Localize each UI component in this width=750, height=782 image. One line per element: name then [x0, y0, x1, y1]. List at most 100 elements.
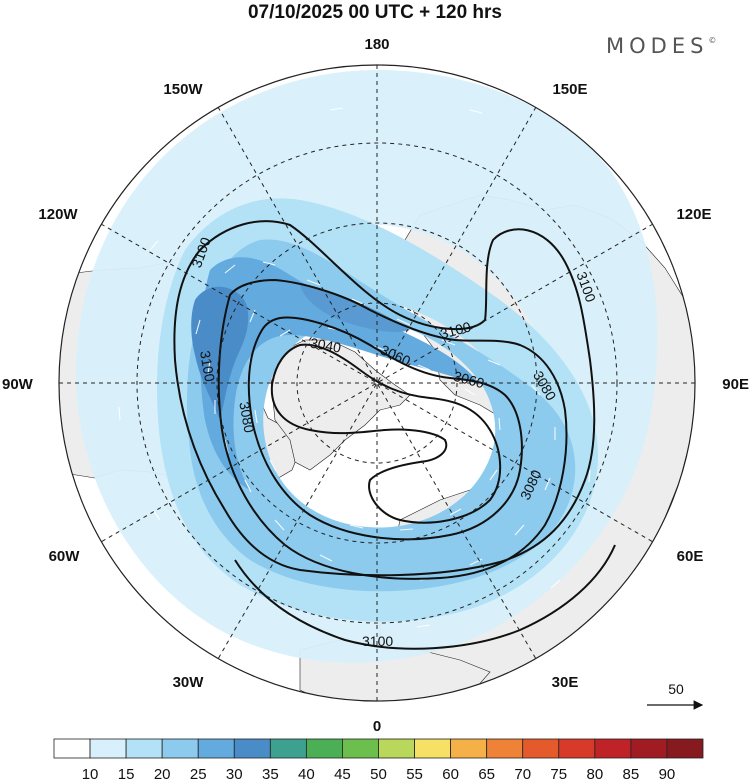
wind-vector: [262, 261, 276, 266]
lon-label-150w: 150W: [163, 81, 203, 98]
colorbar-label: 60: [442, 766, 459, 782]
colorbar-swatch: [378, 738, 415, 759]
wind-vector: [416, 624, 431, 628]
wind-vector: [487, 359, 501, 366]
wind-vector: [274, 519, 285, 531]
meridian-60: [100, 223, 654, 543]
wind-vector: [224, 439, 229, 454]
contour-label: 3100: [438, 318, 472, 342]
contour-label: 3100: [197, 349, 218, 383]
colorbar-label: 10: [82, 766, 99, 782]
lon-label-180: 180: [364, 36, 389, 53]
wind-vector: [118, 406, 121, 421]
contour-3080: [217, 278, 568, 580]
map-title: 07/10/2025 00 UTC + 120 hrs: [247, 2, 503, 23]
graticule: [59, 65, 695, 701]
colorbar-label: 30: [226, 766, 243, 782]
colorbar-swatch: [666, 738, 704, 759]
contour-3100-outer: [173, 220, 596, 577]
reference-vector: 50: [647, 681, 704, 710]
wind-vector: [279, 329, 291, 337]
latitude-circle: [296, 302, 458, 464]
lon-label-60w: 60W: [49, 548, 81, 565]
wind-vector: [498, 417, 501, 431]
colorbar-label: 25: [190, 766, 207, 782]
wind-vector: [372, 345, 386, 351]
colorbar-label: 35: [262, 766, 279, 782]
wind-vector: [299, 499, 311, 509]
colorbar-swatch: [342, 738, 379, 759]
colorbar-label: 90: [659, 766, 676, 782]
wind-vector: [588, 469, 591, 483]
wind-vector: [464, 388, 476, 396]
colorbar-label: 85: [623, 766, 640, 782]
colorbar-swatch: [594, 738, 632, 759]
colorbar-swatch: [630, 738, 668, 759]
lon-label-30e: 30E: [552, 674, 579, 691]
colorbar-swatch: [414, 738, 452, 759]
wind-vector: [469, 109, 483, 114]
colorbar-swatch: [450, 738, 488, 759]
copyright-mark: ©: [708, 36, 717, 45]
colorbar-swatch: [486, 738, 524, 759]
meridian-30: [217, 106, 537, 660]
contour-label: 3100: [362, 633, 393, 649]
colorbar-swatch: [89, 738, 127, 759]
colorbar-swatch: [125, 738, 163, 759]
wind-vector: [550, 579, 561, 589]
colorbar-label: 55: [406, 766, 423, 782]
colorbar-label: 70: [514, 766, 531, 782]
brand-name: MODES: [606, 34, 709, 58]
greenland-land: [269, 339, 411, 471]
colorbar-label: 20: [154, 766, 171, 782]
latitude-circle: [136, 142, 618, 624]
contour-label: 3040: [309, 335, 343, 356]
wind-vector: [544, 477, 551, 491]
wind-vector: [224, 264, 236, 274]
contour-label: 3080: [236, 400, 257, 434]
lon-label-90w: 90W: [2, 376, 34, 393]
wind-band-25: [200, 257, 480, 490]
lon-label-150e: 150E: [552, 81, 587, 98]
contour-3060: [247, 316, 523, 541]
colorbar-swatch: [53, 738, 91, 759]
contour-3040: [270, 343, 502, 524]
wind-vector: [149, 240, 159, 251]
wind-vector: [306, 279, 321, 286]
contour-3100-lower: [234, 544, 616, 650]
wind-vector: [399, 528, 414, 531]
wind-vector: [514, 524, 525, 536]
colorbar-swatch: [558, 738, 596, 759]
lon-label-30w: 30W: [173, 674, 205, 691]
colorbar-swatch: [269, 738, 307, 759]
colorbar: 10 15 20 25 30 35 40 45 50 55 60 65 70 75 80 85 90: [53, 738, 704, 782]
wind-vector: [254, 409, 258, 424]
wind-vector: [441, 339, 456, 346]
meridian-150: [217, 106, 537, 660]
colorbar-swatch: [233, 738, 271, 759]
map-border: [58, 64, 696, 702]
wind-vector: [195, 319, 201, 335]
colorbar-label: 45: [334, 766, 351, 782]
wind-vectors: [118, 107, 591, 628]
wind-vector: [319, 554, 333, 562]
meridian-120: [100, 223, 654, 543]
wind-vector: [469, 558, 483, 566]
wind-vector: [269, 459, 277, 472]
lon-label-0: 0: [373, 718, 381, 735]
latitude-circle: [216, 222, 538, 544]
lon-label-90e: 90E: [722, 376, 749, 393]
lon-label-120w: 120W: [38, 206, 78, 223]
wind-vector: [417, 364, 431, 371]
wind-vector: [396, 318, 411, 326]
contour-label: 3060: [452, 368, 486, 392]
wind-vector: [531, 384, 541, 396]
reference-vector-label: 50: [668, 681, 684, 697]
wind-speed-shading: [75, 70, 658, 663]
wind-vector: [349, 524, 364, 529]
height-contours: [173, 220, 616, 650]
longitude-labels: 180 150W 150E 120W 120E 90W 90E 60W 60E …: [2, 36, 749, 735]
brand-logo: MODES©: [606, 34, 716, 58]
colorbar-swatch: [522, 738, 560, 759]
